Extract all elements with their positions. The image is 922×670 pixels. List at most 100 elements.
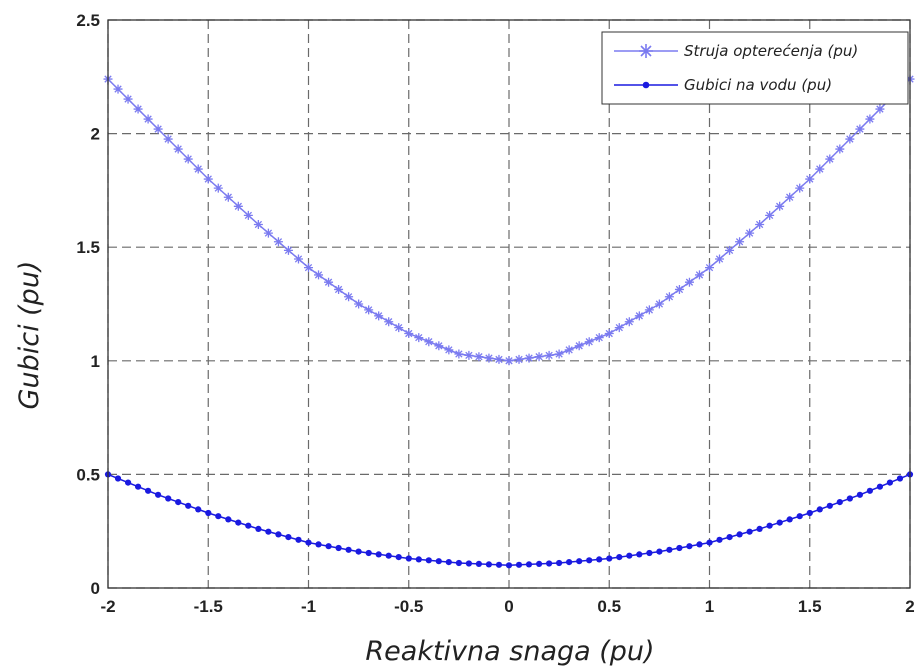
x-tick-label: -1.5 [194, 597, 223, 616]
data-point [576, 558, 583, 565]
data-point [245, 522, 252, 529]
data-point [314, 270, 324, 280]
data-point [606, 555, 613, 562]
data-point [776, 519, 783, 526]
legend-entry-1: Gubici na vodu (pu) [684, 76, 832, 94]
data-point [364, 305, 374, 315]
data-point [334, 284, 344, 294]
y-tick-label: 1.5 [76, 238, 100, 257]
data-point [145, 487, 152, 494]
data-point [155, 491, 162, 498]
legend-box [601, 31, 909, 105]
data-point [263, 228, 273, 238]
data-point [686, 543, 693, 550]
data-point [464, 350, 474, 360]
legend-star-marker [639, 44, 653, 58]
data-point [354, 299, 364, 309]
data-point [586, 557, 593, 564]
y-tick-label: 2 [91, 125, 100, 144]
data-point [596, 556, 603, 563]
data-point [694, 270, 704, 280]
data-point [725, 245, 735, 255]
data-point [604, 329, 614, 339]
y-tick-label: 0.5 [76, 465, 100, 484]
data-point [394, 323, 404, 333]
data-point [133, 104, 143, 114]
data-point [845, 134, 855, 144]
x-tick-label: -1 [301, 597, 316, 616]
data-point [515, 561, 523, 568]
data-point [153, 124, 163, 134]
x-tick-label: 0.5 [597, 597, 621, 616]
data-point [455, 559, 462, 567]
data-point [424, 337, 434, 347]
data-point [404, 329, 414, 339]
data-point [325, 543, 332, 550]
data-point [636, 551, 643, 558]
data-point [193, 164, 203, 174]
data-point [175, 499, 182, 506]
data-point [283, 245, 293, 255]
data-point [815, 164, 825, 174]
data-point [766, 522, 773, 529]
data-point [816, 506, 823, 513]
series-0 [103, 74, 915, 366]
data-point [195, 506, 202, 513]
data-point [465, 560, 472, 567]
data-point [435, 558, 442, 565]
data-point [295, 536, 302, 543]
data-point [796, 513, 803, 520]
y-axis-label: Gubici (pu) [14, 261, 45, 410]
data-point [886, 479, 894, 486]
legend-entry-0: Struja opterećenja (pu) [684, 42, 858, 60]
data-point [825, 154, 835, 164]
data-point [534, 352, 544, 362]
y-tick-label: 0 [91, 579, 100, 598]
data-point [656, 548, 663, 555]
data-point [696, 541, 703, 548]
data-point [474, 352, 484, 362]
data-point [253, 219, 263, 229]
data-point [626, 552, 633, 559]
data-point [715, 254, 725, 264]
data-point [564, 345, 574, 355]
data-point [765, 210, 775, 220]
data-point [374, 311, 384, 321]
data-point [554, 349, 564, 359]
x-tick-label: 2 [905, 597, 914, 616]
data-point [484, 353, 494, 363]
data-point [255, 525, 262, 533]
data-point [485, 561, 492, 568]
data-point [495, 561, 503, 568]
data-point [524, 353, 534, 363]
data-point [795, 183, 805, 193]
data-point [865, 114, 875, 124]
data-point [624, 317, 634, 327]
data-point [574, 341, 584, 351]
data-point [664, 292, 674, 302]
data-point [114, 475, 122, 482]
plot-area [103, 74, 915, 569]
data-point [173, 144, 183, 154]
data-point [514, 354, 524, 364]
data-point [324, 277, 334, 287]
data-point [415, 556, 422, 563]
data-point [706, 539, 713, 546]
data-point [444, 345, 454, 355]
data-point [875, 104, 885, 114]
data-point [634, 311, 644, 321]
data-point [213, 183, 223, 193]
data-point [335, 544, 342, 552]
plot-frame [107, 19, 911, 589]
data-point [475, 560, 482, 568]
data-point [375, 551, 382, 558]
data-point [835, 144, 845, 154]
data-point [614, 323, 624, 333]
data-point [183, 154, 193, 164]
data-point [315, 541, 322, 548]
data-point [876, 483, 884, 490]
data-point [135, 483, 142, 490]
data-point [806, 509, 813, 517]
data-point [684, 277, 694, 287]
